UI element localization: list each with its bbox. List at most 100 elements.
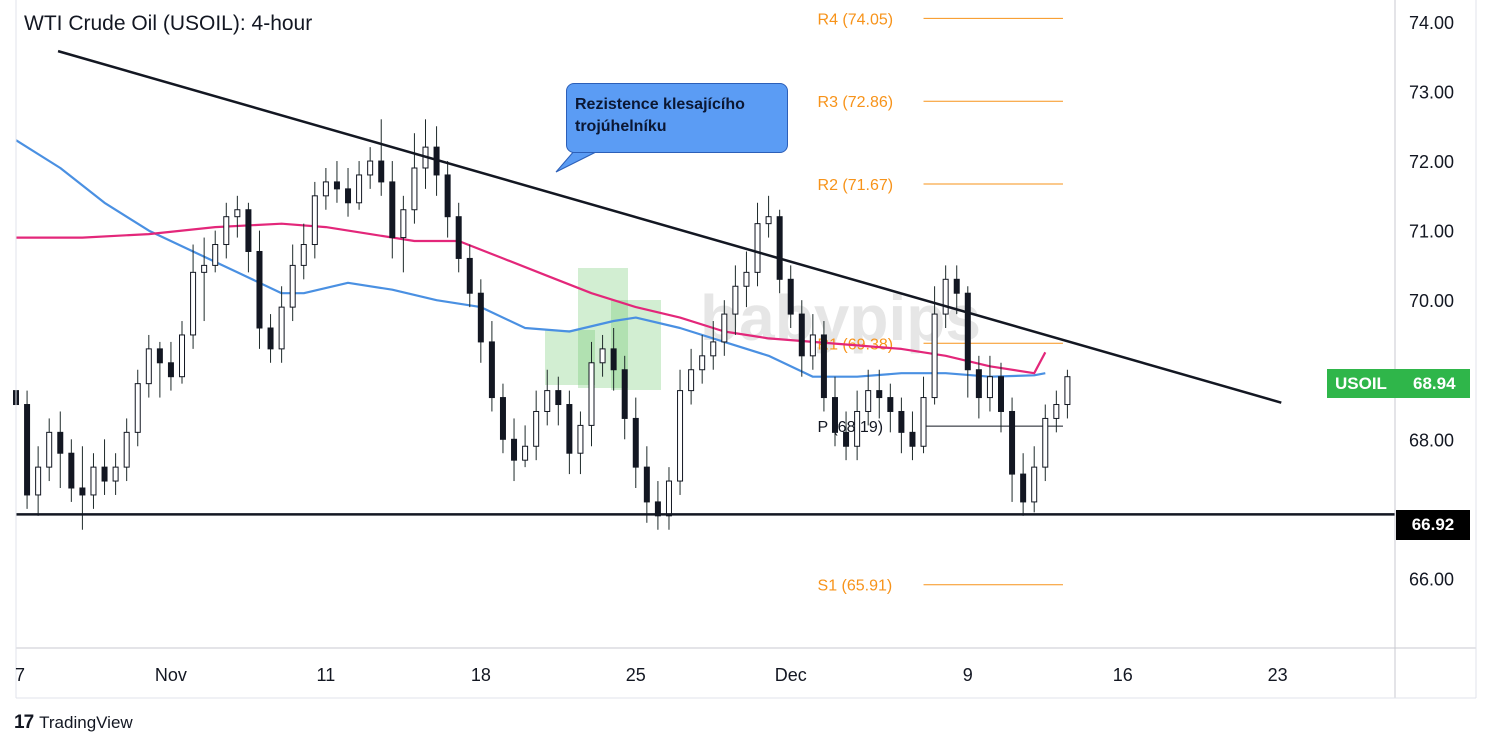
- candle-16: [190, 244, 197, 349]
- candle-73: [820, 321, 827, 412]
- candle-62: [699, 334, 706, 384]
- tradingview-logo-icon: 17: [14, 712, 34, 733]
- tradingview-brand[interactable]: 17 TradingView: [14, 712, 133, 734]
- candle-22: [256, 230, 263, 349]
- candle-68: [765, 195, 772, 238]
- support-level-value: 66.92: [1411, 515, 1455, 534]
- y-tick-label-3: 71.00: [1409, 222, 1454, 242]
- candle-31: [356, 161, 363, 210]
- candle-78: [876, 369, 883, 419]
- candle-4: [57, 411, 64, 488]
- candle-47: [533, 390, 540, 461]
- candle-5: [68, 439, 75, 502]
- x-tick-label-0: 7: [15, 665, 25, 685]
- candle-57: [643, 446, 650, 523]
- annotation-text: Rezistence klesajícího trojúhelníku: [575, 96, 745, 135]
- x-tick-label-5: Dec: [775, 665, 807, 685]
- candle-59: [665, 467, 672, 530]
- candle-86: [964, 286, 971, 398]
- candle-1: [24, 390, 31, 509]
- candle-71: [798, 300, 805, 377]
- candle-61: [688, 348, 695, 405]
- x-tick-label-8: 23: [1268, 665, 1288, 685]
- y-tick-label-5: 68.00: [1409, 430, 1454, 450]
- candle-54: [610, 328, 617, 391]
- x-tick-label-2: 11: [317, 665, 336, 685]
- pivot-label-4: P (68.19): [818, 419, 884, 436]
- candle-7: [90, 453, 97, 509]
- moving-averages: [15, 139, 1047, 378]
- candle-13: [156, 341, 163, 398]
- candle-32: [367, 147, 374, 189]
- candle-93: [1042, 404, 1049, 482]
- pivot-label-1: R3 (72.86): [818, 94, 894, 111]
- candle-72: [809, 314, 816, 370]
- candle-44: [499, 383, 506, 454]
- moving-average-0: [15, 139, 1046, 378]
- pivot-levels: R4 (74.05)R3 (72.86)R2 (71.67)R1 (69.38)…: [818, 11, 1063, 595]
- candle-50: [566, 390, 573, 475]
- chart-title: WTI Crude Oil (USOIL): 4-hour: [24, 12, 313, 35]
- candle-79: [887, 383, 894, 433]
- candle-6: [79, 446, 86, 530]
- candle-91: [1020, 453, 1027, 516]
- y-tick-label-2: 72.00: [1409, 152, 1454, 172]
- brand-text: TradingView: [39, 713, 133, 732]
- candle-24: [278, 286, 285, 363]
- candle-92: [1031, 446, 1038, 513]
- candle-11: [134, 369, 141, 447]
- last-price-value: 68.94: [1413, 373, 1456, 393]
- candle-37: [422, 119, 429, 189]
- candle-52: [588, 341, 595, 447]
- descending-trendline: [57, 49, 1282, 404]
- y-tick-label-4: 70.00: [1409, 291, 1454, 311]
- pivot-label-0: R4 (74.05): [818, 11, 894, 28]
- candle-63: [710, 321, 717, 370]
- candle-33: [378, 119, 385, 196]
- support-level-badge: 66.92: [1396, 510, 1470, 540]
- candle-21: [245, 202, 252, 273]
- candle-27: [311, 181, 318, 259]
- candle-19: [223, 202, 230, 259]
- candle-48: [544, 369, 551, 426]
- candle-45: [511, 418, 518, 482]
- candle-26: [300, 223, 307, 280]
- candle-12: [145, 334, 152, 398]
- candle-17: [201, 237, 208, 322]
- watermark-block-2: [611, 300, 661, 390]
- candle-18: [212, 230, 219, 273]
- candle-64: [721, 300, 728, 356]
- candle-3: [46, 418, 53, 482]
- candle-55: [621, 355, 628, 440]
- candle-20: [234, 195, 241, 238]
- candle-87: [975, 355, 982, 419]
- moving-average-1: [16, 222, 1047, 375]
- candle-89: [998, 362, 1004, 433]
- candle-42: [477, 279, 484, 363]
- candle-15: [179, 321, 186, 384]
- x-tick-label-4: 25: [626, 665, 646, 685]
- candle-69: [776, 209, 783, 294]
- candle-82: [920, 376, 927, 454]
- pivot-label-5: S1 (65.91): [818, 578, 893, 595]
- axes: 74.00 73.00 72.00 71.00 70.00 68.00 66.00 7 Nov 1…: [15, 0, 1477, 699]
- candle-53: [599, 334, 606, 377]
- candle-67: [754, 202, 761, 287]
- candle-88: [986, 355, 993, 412]
- symbol-label: USOIL: [1335, 373, 1387, 393]
- x-tick-label-7: 16: [1113, 665, 1133, 685]
- candle-81: [909, 411, 916, 461]
- candle-75: [843, 411, 850, 461]
- candle-77: [865, 369, 872, 426]
- x-tick-label-3: 18: [471, 665, 491, 685]
- candle-14: [167, 341, 174, 391]
- candle-51: [577, 411, 584, 475]
- candle-56: [632, 397, 639, 488]
- candle-41: [466, 244, 473, 308]
- x-tick-label-6: 9: [963, 665, 973, 685]
- last-price-badge: USOIL 68.94: [1327, 369, 1470, 398]
- annotation-callout: Rezistence klesajícího trojúhelníku: [566, 83, 788, 153]
- candle-49: [555, 376, 562, 426]
- candle-65: [732, 265, 739, 335]
